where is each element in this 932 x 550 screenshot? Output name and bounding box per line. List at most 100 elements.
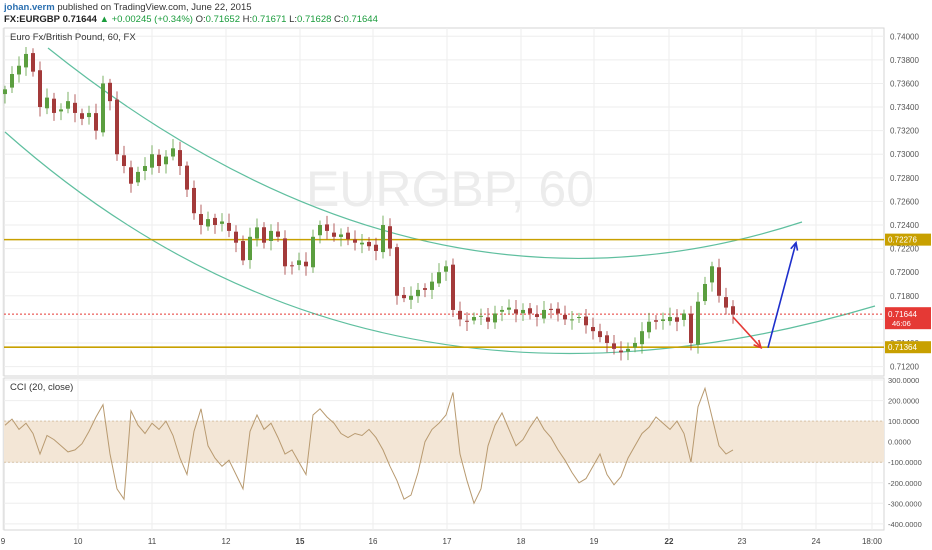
last-price-tag-text: 0.71644 [888,310,917,319]
candle-body [409,295,413,300]
horizontal-levels[interactable] [4,238,884,349]
candle-body [465,320,469,322]
candle-body [227,222,231,231]
low-label: L: [289,14,298,25]
last-price: 0.71644 [62,14,97,25]
candle-body [402,294,406,299]
time-axis[interactable]: 9 10 11 12 15 16 17 18 19 22 23 24 18:00 [1,537,883,546]
candle-body [332,232,336,237]
price-tick-label: 0.72000 [890,268,919,277]
candle-body [388,226,392,249]
candle-body [416,289,420,297]
candle-body [150,154,154,168]
candle-body [500,309,504,312]
candle-body [311,236,315,268]
open-label: O: [195,14,206,25]
candle-body [283,238,287,267]
candle-body [136,171,140,183]
level-price-tag [885,233,931,246]
candle-body [129,167,133,184]
candle-body [3,89,7,95]
candle-body [220,221,224,224]
candle-body [108,82,112,102]
candle-body [549,308,553,310]
candle-body [619,350,623,353]
price-tick-label: 0.73800 [890,56,919,65]
channel-lower-line [4,131,876,355]
candle-body [80,113,84,119]
regression-channel[interactable] [4,47,876,355]
cci-axis[interactable]: -400.0000 -300.0000 -200.0000 -100.0000 0.00… [888,376,922,529]
candle-body [542,309,546,319]
candle-body [248,236,252,261]
chart-canvas[interactable]: EURGBP, 60 0.712000.714000.716000.718000… [0,26,932,550]
cci-series [4,386,734,505]
symbol-line: FX:EURGBP 0.71644 ▲ +0.00245 (+0.34%) O:… [4,14,378,25]
candle-body [591,327,595,332]
time-tick-label: 11 [148,537,157,546]
candle-body [59,109,63,112]
level-price-tag [885,341,931,354]
candle-body [353,239,357,243]
candle-body [269,230,273,241]
level-price-tag-text: 0.71364 [888,343,917,352]
candle-body [626,348,630,352]
candle-body [297,260,301,265]
candle-body [143,166,147,171]
candle-body [17,65,21,75]
candle-body [472,317,476,321]
candle-body [710,266,714,283]
cci-tick-label: -300.0000 [888,499,922,508]
price-tick-label: 0.73600 [890,79,919,88]
candle-body [178,150,182,167]
candle-body [563,314,567,320]
forecast-arrows[interactable] [732,240,799,350]
candle-body [479,315,483,317]
candle-body [192,187,196,214]
candle-body [66,101,70,109]
candle-body [570,319,574,321]
candle-body [157,154,161,167]
candle-body [115,99,119,155]
candle-body [682,313,686,320]
close-label: C: [334,14,344,25]
candle-body [675,317,679,322]
price-tick-label: 0.72600 [890,197,919,206]
high-value: 0.71671 [252,14,287,25]
candle-body [87,112,91,118]
price-tick-label: 0.72400 [890,221,919,230]
candle-body [514,309,518,314]
candle-body [234,231,238,243]
cci-tick-label: 200.0000 [888,397,919,406]
price-tick-label: 0.72200 [890,245,919,254]
candle-body [339,234,343,237]
candle-body [290,265,294,267]
time-tick-label: 12 [222,537,231,546]
candle-body [241,241,245,261]
time-tick-label: 10 [74,537,83,546]
candle-body [171,148,175,157]
cci-band [4,420,884,463]
candle-body [451,264,455,310]
time-tick-label: 17 [443,537,452,546]
candle-body [94,113,98,131]
cci-tick-label: 0.0000 [888,438,911,447]
time-tick-label: 18 [517,537,526,546]
author-name[interactable]: johan.verm [4,2,55,13]
candle-body [304,261,308,267]
open-value: 0.71652 [205,14,240,25]
price-tick-label: 0.71800 [890,292,919,301]
cci-pane-title: CCI (20, close) [10,382,73,393]
candle-body [199,214,203,226]
candle-body [703,283,707,302]
time-tick-label: 23 [738,537,747,546]
cci-tick-label: 100.0000 [888,417,919,426]
cci-line [4,386,734,505]
candle-body [374,244,378,251]
price-pane[interactable] [3,27,885,377]
candle-body [360,242,364,245]
grid-lines [2,28,884,530]
candle-body [528,308,532,314]
candle-body [577,317,581,319]
